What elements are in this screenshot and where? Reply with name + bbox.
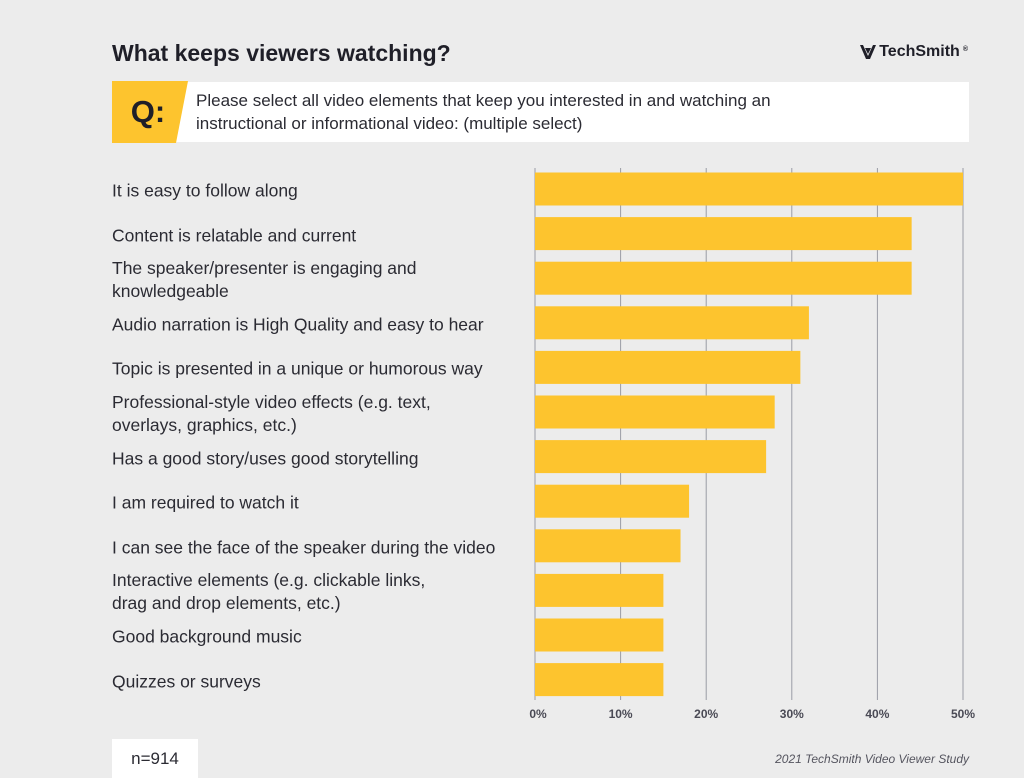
brand-logo: TechSmith ®	[860, 43, 968, 61]
bar	[535, 484, 690, 518]
registered-mark: ®	[962, 45, 968, 53]
category-label: Professional-style video effects (e.g. t…	[112, 392, 431, 435]
brand-name: TechSmith	[879, 43, 960, 60]
question-box: Q: Please select all video elements that…	[112, 81, 969, 143]
category-label: I can see the face of the speaker during…	[112, 537, 496, 558]
x-tick-label: 20%	[694, 707, 718, 721]
x-tick-label: 50%	[951, 707, 975, 721]
source-note: 2021 TechSmith Video Viewer Study	[775, 752, 969, 766]
techsmith-logo-icon	[860, 45, 877, 59]
category-label: Content is relatable and current	[112, 225, 357, 246]
question-badge-label: Q:	[130, 94, 166, 129]
question-badge-shape	[112, 81, 188, 143]
category-label: Topic is presented in a unique or humoro…	[112, 358, 483, 379]
bar	[535, 618, 664, 652]
bar	[535, 350, 801, 384]
category-label: I am required to watch it	[112, 492, 299, 513]
x-tick-label: 0%	[529, 707, 547, 721]
x-tick-label: 10%	[609, 707, 633, 721]
category-label: Good background music	[112, 626, 302, 647]
bar	[535, 573, 664, 607]
x-tick-label: 40%	[865, 707, 889, 721]
category-label: Audio narration is High Quality and easy…	[112, 314, 484, 335]
bar	[535, 529, 681, 563]
bar	[535, 172, 963, 206]
category-label: It is easy to follow along	[112, 180, 298, 201]
bar	[535, 663, 664, 697]
question-text: Please select all video elements that ke…	[196, 91, 771, 133]
bar	[535, 440, 767, 474]
category-label: Interactive elements (e.g. clickable lin…	[112, 570, 426, 614]
bar	[535, 395, 775, 429]
category-label: The speaker/presenter is engaging and kn…	[112, 258, 417, 302]
x-tick-label: 30%	[780, 707, 804, 721]
bar	[535, 217, 912, 251]
bar	[535, 261, 912, 295]
category-label: Quizzes or surveys	[112, 671, 261, 692]
sample-size-badge: n=914	[112, 739, 198, 778]
chart-title: What keeps viewers watching?	[112, 40, 451, 66]
bar	[535, 306, 809, 340]
question-badge: Q:	[112, 81, 188, 143]
category-label: Has a good story/uses good storytelling	[112, 448, 419, 469]
